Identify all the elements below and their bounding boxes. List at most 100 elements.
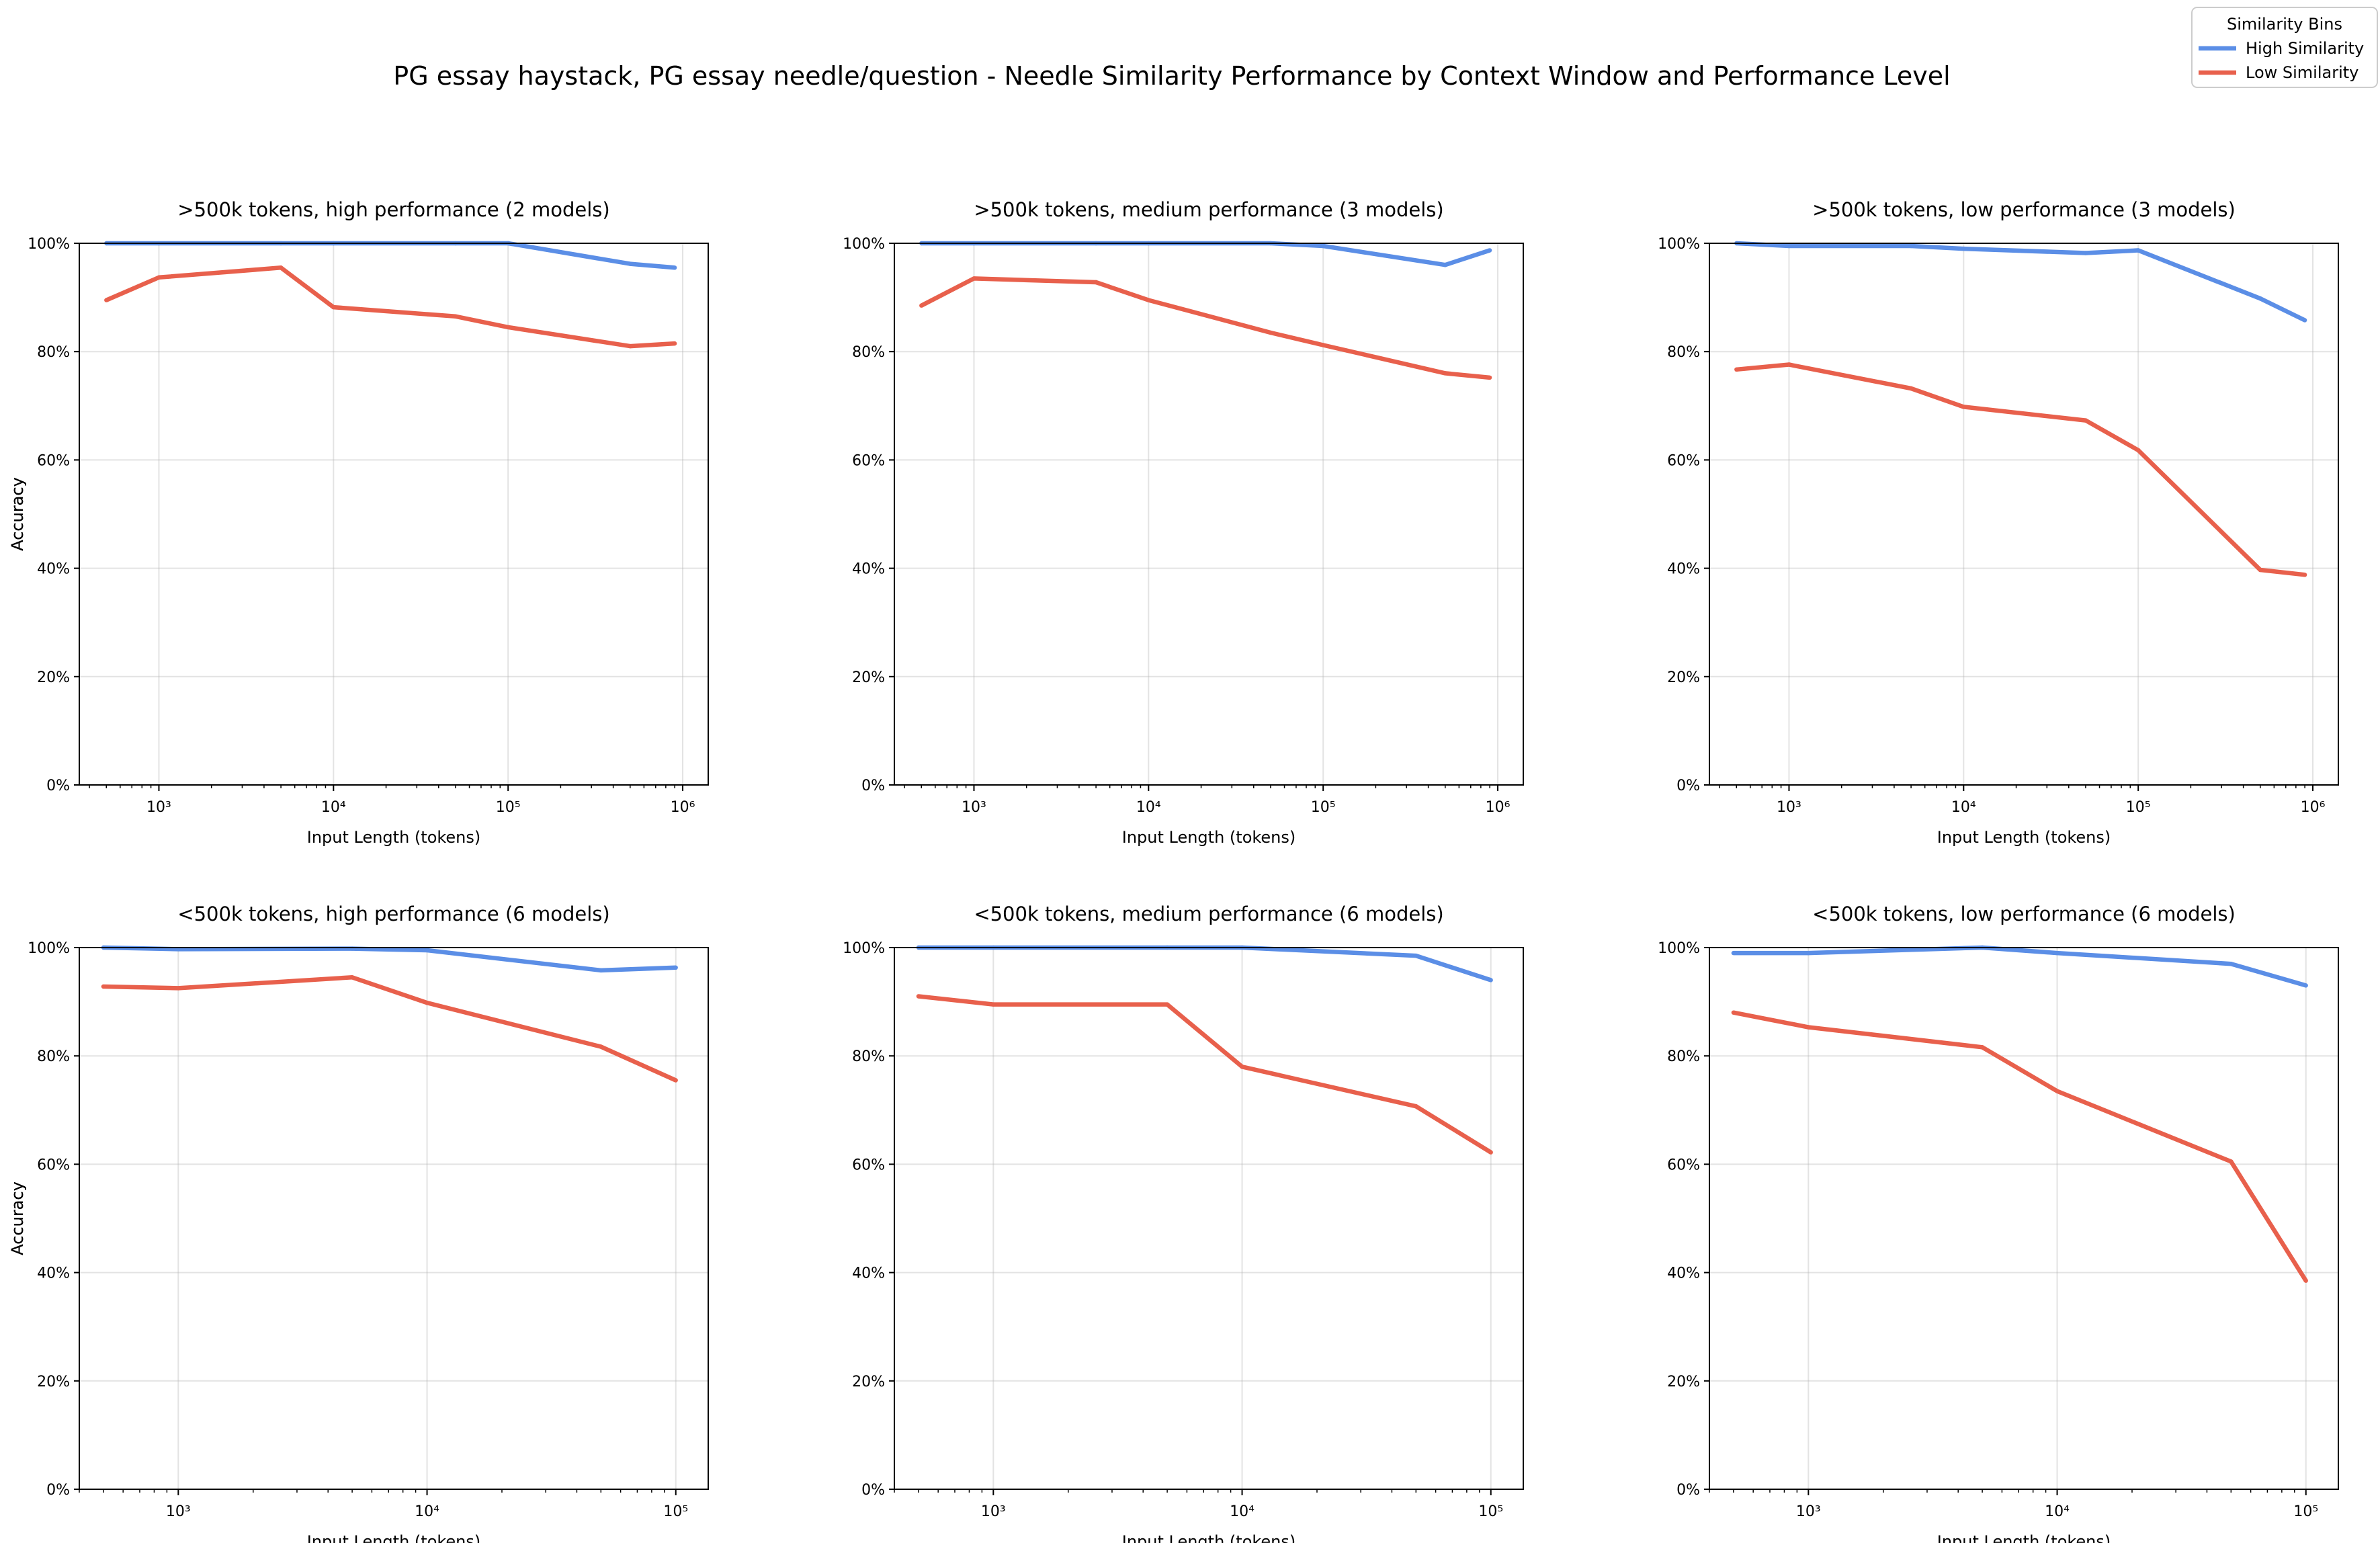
x-axis-label: Input Length (tokens) — [1122, 1532, 1296, 1543]
x-tick-label: 10⁶ — [671, 799, 695, 816]
data-point-high-similarity — [628, 261, 632, 266]
data-point-low-similarity — [1787, 362, 1791, 367]
series-line-low-similarity — [105, 265, 675, 349]
data-point-high-similarity — [2136, 248, 2141, 253]
y-axis-label: Accuracy — [8, 477, 27, 551]
data-point-high-similarity — [2055, 950, 2059, 956]
y-tick-label: 80% — [1667, 1048, 1700, 1065]
series-line-low-similarity — [920, 276, 1490, 380]
subplot-title: >500k tokens, low performance (3 models) — [1812, 198, 2236, 221]
subplot-grid: >500k tokens, high performance (2 models… — [8, 198, 2339, 1543]
data-point-high-similarity — [1787, 243, 1791, 249]
y-tick-label: 100% — [28, 940, 70, 957]
data-point-low-similarity — [1146, 298, 1151, 302]
axes-frame — [79, 243, 709, 786]
figure-title: PG essay haystack, PG essay needle/quest… — [393, 61, 1950, 91]
data-point-low-similarity — [628, 343, 632, 349]
legend-label-high-similarity: High Similarity — [2246, 39, 2364, 58]
data-point-high-similarity — [1731, 950, 1736, 956]
axes-frame — [79, 947, 709, 1490]
legend-frame — [2191, 7, 2378, 88]
data-point-high-similarity — [1488, 978, 1493, 983]
data-point-high-similarity — [599, 968, 603, 973]
data-point-low-similarity — [104, 298, 109, 302]
data-point-low-similarity — [2302, 573, 2307, 577]
data-point-high-similarity — [2303, 983, 2308, 988]
series-line-low-similarity — [918, 994, 1492, 1155]
y-tick-label: 20% — [852, 669, 885, 686]
axes-frame — [1709, 947, 2339, 1490]
data-point-low-similarity — [916, 994, 921, 999]
x-tick-label: 10⁶ — [1486, 799, 1511, 816]
x-tick-label: 10⁵ — [2126, 799, 2151, 816]
data-point-low-similarity — [1487, 375, 1492, 380]
y-tick-label: 80% — [852, 1048, 885, 1065]
data-point-high-similarity — [2083, 251, 2088, 255]
y-tick-label: 80% — [37, 344, 70, 361]
data-point-low-similarity — [972, 276, 976, 281]
y-tick-label: 40% — [852, 561, 885, 578]
data-point-low-similarity — [672, 341, 677, 346]
data-point-low-similarity — [1806, 1025, 1811, 1030]
y-tick-label: 60% — [1667, 452, 1700, 469]
x-tick-label: 10⁴ — [2045, 1503, 2070, 1520]
axes-frame — [894, 947, 1524, 1490]
y-axis-label: Accuracy — [8, 1181, 27, 1255]
subplot-title: >500k tokens, medium performance (3 mode… — [974, 198, 1443, 221]
data-point-low-similarity — [1268, 330, 1273, 335]
data-point-low-similarity — [349, 975, 355, 980]
subplot-title: <500k tokens, medium performance (6 mode… — [974, 903, 1443, 925]
data-point-high-similarity — [1321, 243, 1326, 249]
subplot-3: >500k tokens, low performance (3 models)… — [8, 198, 2339, 847]
y-tick-label: 0% — [46, 778, 70, 794]
data-point-low-similarity — [1731, 1010, 1736, 1015]
data-point-high-similarity — [1961, 246, 1966, 251]
y-tick-label: 0% — [46, 1482, 70, 1499]
series-line-high-similarity — [103, 945, 676, 973]
x-tick-label: 10⁶ — [2301, 799, 2326, 816]
y-tick-label: 20% — [852, 1374, 885, 1390]
y-tick-label: 80% — [37, 1048, 70, 1065]
x-tick-label: 10³ — [962, 799, 986, 816]
data-point-low-similarity — [425, 1001, 429, 1005]
legend: Similarity Bins High Similarity Low Simi… — [2191, 7, 2378, 88]
x-tick-label: 10⁵ — [663, 1503, 688, 1520]
axes-frame — [894, 243, 1524, 786]
data-point-low-similarity — [101, 984, 106, 989]
data-point-high-similarity — [1908, 243, 1914, 249]
y-tick-label: 20% — [1667, 669, 1700, 686]
y-tick-label: 40% — [37, 1265, 70, 1282]
x-axis-label: Input Length (tokens) — [307, 1532, 481, 1543]
y-tick-label: 20% — [37, 1374, 70, 1390]
x-tick-label: 10⁵ — [1311, 799, 1336, 816]
x-tick-label: 10⁴ — [415, 1503, 439, 1520]
data-point-low-similarity — [673, 1078, 678, 1083]
data-point-low-similarity — [2258, 567, 2262, 573]
data-point-low-similarity — [1164, 1002, 1170, 1007]
legend-title: Similarity Bins — [2227, 15, 2342, 34]
data-point-low-similarity — [2136, 448, 2141, 453]
x-tick-label: 10⁴ — [1951, 799, 1976, 816]
data-point-high-similarity — [1443, 263, 1447, 267]
y-tick-label: 60% — [37, 1157, 70, 1173]
y-tick-label: 20% — [37, 669, 70, 686]
x-axis-label: Input Length (tokens) — [1937, 1532, 2111, 1543]
data-point-low-similarity — [1443, 371, 1447, 376]
y-tick-label: 0% — [1676, 1482, 1700, 1499]
y-tick-label: 60% — [852, 452, 885, 469]
y-axis-label: Accuracy — [8, 477, 27, 551]
x-tick-label: 10³ — [146, 799, 171, 816]
data-point-high-similarity — [1414, 953, 1418, 958]
x-tick-label: 10⁴ — [1136, 799, 1161, 816]
y-tick-label: 80% — [852, 344, 885, 361]
x-tick-label: 10³ — [166, 1503, 191, 1520]
y-tick-label: 100% — [843, 236, 885, 253]
data-point-high-similarity — [1487, 248, 1492, 253]
x-tick-label: 10³ — [1777, 799, 1801, 816]
subplot-title: >500k tokens, high performance (2 models… — [177, 198, 609, 221]
data-point-high-similarity — [2302, 318, 2307, 323]
x-tick-label: 10⁴ — [321, 799, 346, 816]
axes-frame — [1709, 243, 2339, 786]
y-tick-label: 100% — [843, 940, 885, 957]
